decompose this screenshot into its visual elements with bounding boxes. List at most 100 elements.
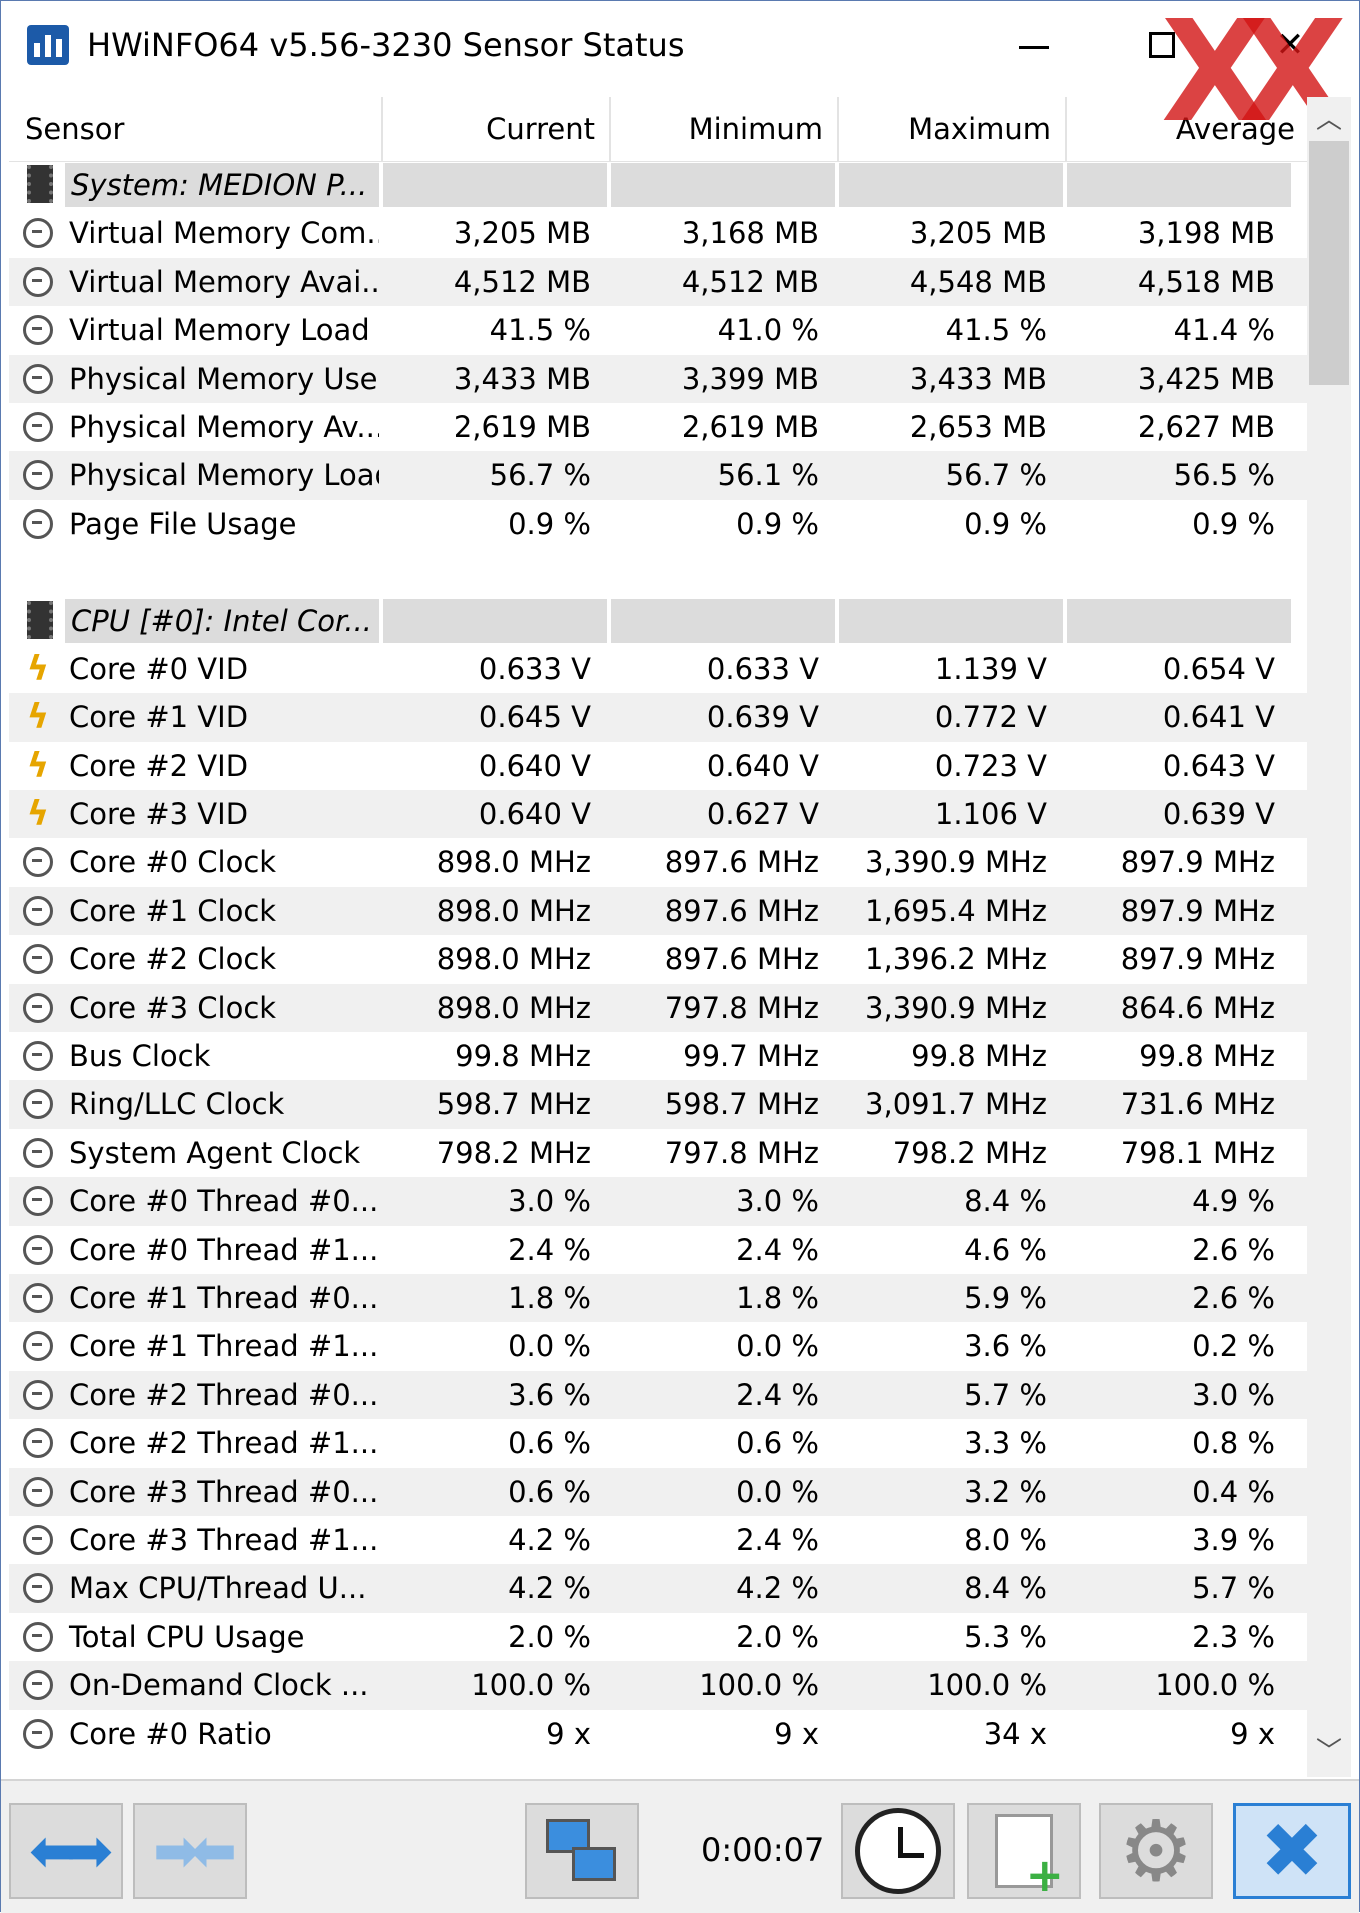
maximum-value: 1,396.2 MHz bbox=[865, 942, 1047, 977]
maximize-button[interactable] bbox=[1127, 15, 1197, 75]
gauge-icon bbox=[23, 944, 53, 975]
maximum-value: 0.723 V bbox=[934, 748, 1047, 783]
group-cell bbox=[839, 163, 1063, 207]
table-row[interactable]: Core #0 Thread #0... 3.0 % 3.0 % 8.4 % 4.9 % bbox=[9, 1177, 1309, 1226]
expand-button[interactable]: ⬅➡ bbox=[9, 1803, 123, 1899]
clock-icon bbox=[855, 1808, 941, 1894]
average-value: 0.8 % bbox=[1192, 1426, 1275, 1461]
maximum-value: 8.0 % bbox=[964, 1522, 1047, 1557]
table-row[interactable]: Virtual Memory Com... 3,205 MB 3,168 MB 3,2… bbox=[9, 209, 1309, 257]
current-value: 2,619 MB bbox=[453, 409, 591, 444]
current-value: 9 x bbox=[546, 1716, 591, 1751]
table-row[interactable]: Core #3 Thread #1... 4.2 % 2.4 % 8.0 % 3.9 % bbox=[9, 1516, 1309, 1564]
table-row[interactable]: Core #0 Clock 898.0 MHz 897.6 MHz 3,390.9 M… bbox=[9, 838, 1309, 886]
table-row[interactable]: Total CPU Usage 2.0 % 2.0 % 5.3 % 2.3 % bbox=[9, 1613, 1309, 1661]
scroll-up-icon[interactable]: ︿ bbox=[1315, 105, 1342, 135]
voltage-icon: ϟ bbox=[26, 794, 50, 835]
collapse-button[interactable]: ➡⬅ bbox=[133, 1803, 247, 1899]
sensor-name: Core #3 Thread #1... bbox=[69, 1522, 379, 1557]
column-header-average[interactable]: Average bbox=[1175, 112, 1295, 146]
table-row[interactable]: Physical Memory Used 3,433 MB 3,399 MB 3,43… bbox=[9, 354, 1309, 403]
current-value: 3,205 MB bbox=[453, 216, 591, 251]
sensor-name: Max CPU/Thread U... bbox=[69, 1571, 367, 1606]
scroll-thumb[interactable] bbox=[1309, 141, 1349, 385]
column-header-minimum[interactable]: Minimum bbox=[611, 97, 839, 161]
gauge-icon bbox=[23, 1041, 53, 1072]
column-header-maximum[interactable]: Maximum bbox=[839, 97, 1067, 161]
close-sensors-button[interactable]: ✖ bbox=[1233, 1803, 1351, 1899]
sensor-name: Core #1 VID bbox=[69, 700, 249, 735]
table-row[interactable]: Core #1 Thread #1... 0.0 % 0.0 % 3.6 % 0.2 % bbox=[9, 1322, 1309, 1370]
table-row[interactable]: Core #2 Thread #0... 3.6 % 2.4 % 5.7 % 3.0 % bbox=[9, 1370, 1309, 1420]
table-row[interactable]: ϟ Core #3 VID 0.640 V 0.627 V 1.106 V 0.639 V bbox=[9, 790, 1309, 839]
sensor-name: Core #2 Thread #0... bbox=[69, 1377, 379, 1412]
current-value: 898.0 MHz bbox=[436, 942, 591, 977]
reset-timer-button[interactable] bbox=[841, 1803, 955, 1899]
blank-row bbox=[9, 548, 1309, 596]
table-row[interactable]: Core #3 Clock 898.0 MHz 797.8 MHz 3,390.9 M… bbox=[9, 983, 1309, 1033]
current-value: 4.2 % bbox=[508, 1571, 591, 1606]
gauge-icon bbox=[23, 1234, 53, 1265]
sensor-group-row[interactable]: System: MEDION P... bbox=[9, 161, 1309, 209]
minimum-value: 4.2 % bbox=[736, 1571, 819, 1606]
table-row[interactable]: Core #0 Ratio 9 x 9 x 34 x 9 x bbox=[9, 1710, 1309, 1758]
table-row[interactable]: On-Demand Clock ... 100.0 % 100.0 % 100.0 %… bbox=[9, 1661, 1309, 1710]
average-value: 0.643 V bbox=[1162, 748, 1275, 783]
voltage-icon: ϟ bbox=[26, 648, 50, 689]
gauge-icon bbox=[23, 1524, 53, 1555]
table-row[interactable]: Bus Clock 99.8 MHz 99.7 MHz 99.8 MHz 99.8 MH… bbox=[9, 1032, 1309, 1080]
maximum-value: 99.8 MHz bbox=[911, 1039, 1047, 1074]
logging-button[interactable]: + bbox=[967, 1803, 1081, 1899]
sensor-name: Page File Usage bbox=[69, 506, 297, 541]
gauge-icon bbox=[23, 1331, 53, 1362]
table-row[interactable]: Ring/LLC Clock 598.7 MHz 598.7 MHz 3,091.7 … bbox=[9, 1080, 1309, 1129]
table-row[interactable]: Max CPU/Thread U... 4.2 % 4.2 % 8.4 % 5.7 % bbox=[9, 1564, 1309, 1613]
table-row[interactable]: Virtual Memory Avai... 4,512 MB 4,512 MB 4,… bbox=[9, 257, 1309, 307]
table-row[interactable]: Core #1 Clock 898.0 MHz 897.6 MHz 1,695.4 M… bbox=[9, 886, 1309, 936]
sensor-name: Physical Memory Load bbox=[69, 458, 379, 493]
minimum-value: 797.8 MHz bbox=[664, 990, 819, 1025]
maximum-value: 3.2 % bbox=[964, 1474, 1047, 1509]
network-button[interactable] bbox=[525, 1803, 639, 1899]
close-window-button[interactable]: ✕ bbox=[1255, 15, 1325, 75]
gauge-icon bbox=[23, 1621, 53, 1652]
scroll-down-icon[interactable]: ﹀ bbox=[1315, 1737, 1342, 1767]
table-row[interactable]: System Agent Clock 798.2 MHz 797.8 MHz 798.… bbox=[9, 1129, 1309, 1177]
average-value: 100.0 % bbox=[1155, 1668, 1275, 1703]
minimum-value: 3,399 MB bbox=[681, 361, 819, 396]
maximum-value: 0.772 V bbox=[934, 700, 1047, 735]
vertical-scrollbar[interactable]: ︿ ﹀ bbox=[1307, 97, 1351, 1777]
maximum-value: 0.9 % bbox=[964, 506, 1047, 541]
maximum-value: 2,653 MB bbox=[909, 409, 1047, 444]
table-row[interactable]: Core #0 Thread #1... 2.4 % 2.4 % 4.6 % 2.6 % bbox=[9, 1226, 1309, 1274]
title-bar[interactable]: HWiNFO64 v5.56-3230 Sensor Status ✕ bbox=[1, 1, 1359, 89]
sensor-group-row[interactable]: CPU [#0]: Intel Cor... bbox=[9, 597, 1309, 645]
column-header-sensor[interactable]: Sensor bbox=[9, 97, 383, 161]
average-value: 864.6 MHz bbox=[1120, 990, 1275, 1025]
sensor-name: Core #0 Thread #0... bbox=[69, 1184, 379, 1219]
minimum-value: 41.0 % bbox=[717, 313, 819, 348]
table-row[interactable]: Virtual Memory Load 41.5 % 41.0 % 41.5 % 41.… bbox=[9, 306, 1309, 354]
table-row[interactable]: ϟ Core #0 VID 0.633 V 0.633 V 1.139 V 0.654 V bbox=[9, 645, 1309, 693]
gauge-icon bbox=[23, 895, 53, 926]
table-row[interactable]: Physical Memory Av... 2,619 MB 2,619 MB 2,6… bbox=[9, 403, 1309, 451]
minimum-value: 0.633 V bbox=[706, 651, 819, 686]
table-row[interactable]: Core #2 Thread #1... 0.6 % 0.6 % 3.3 % 0.8 % bbox=[9, 1419, 1309, 1467]
maximum-value: 4,548 MB bbox=[909, 264, 1047, 299]
table-row[interactable]: Physical Memory Load 56.7 % 56.1 % 56.7 % 56… bbox=[9, 451, 1309, 500]
group-label: CPU [#0]: Intel Cor... bbox=[65, 598, 379, 643]
sensor-name: Virtual Memory Com... bbox=[69, 216, 379, 251]
minimum-value: 0.639 V bbox=[706, 700, 819, 735]
settings-button[interactable]: ⚙ bbox=[1099, 1803, 1213, 1899]
table-row[interactable]: Core #3 Thread #0... 0.6 % 0.0 % 3.2 % 0.4 % bbox=[9, 1467, 1309, 1516]
table-row[interactable]: Core #2 Clock 898.0 MHz 897.6 MHz 1,396.2 M… bbox=[9, 935, 1309, 983]
table-row[interactable]: Core #1 Thread #0... 1.8 % 1.8 % 5.9 % 2.6 % bbox=[9, 1273, 1309, 1323]
table-row[interactable]: Page File Usage 0.9 % 0.9 % 0.9 % 0.9 % bbox=[9, 500, 1309, 548]
average-value: 9 x bbox=[1230, 1716, 1275, 1751]
table-row[interactable]: ϟ Core #1 VID 0.645 V 0.639 V 0.772 V 0.641 V bbox=[9, 693, 1309, 742]
table-row[interactable]: ϟ Core #2 VID 0.640 V 0.640 V 0.723 V 0.643 V bbox=[9, 742, 1309, 790]
minimum-value: 2.4 % bbox=[736, 1522, 819, 1557]
minimize-button[interactable] bbox=[999, 15, 1069, 75]
current-value: 100.0 % bbox=[471, 1668, 591, 1703]
column-header-current[interactable]: Current bbox=[383, 97, 611, 161]
